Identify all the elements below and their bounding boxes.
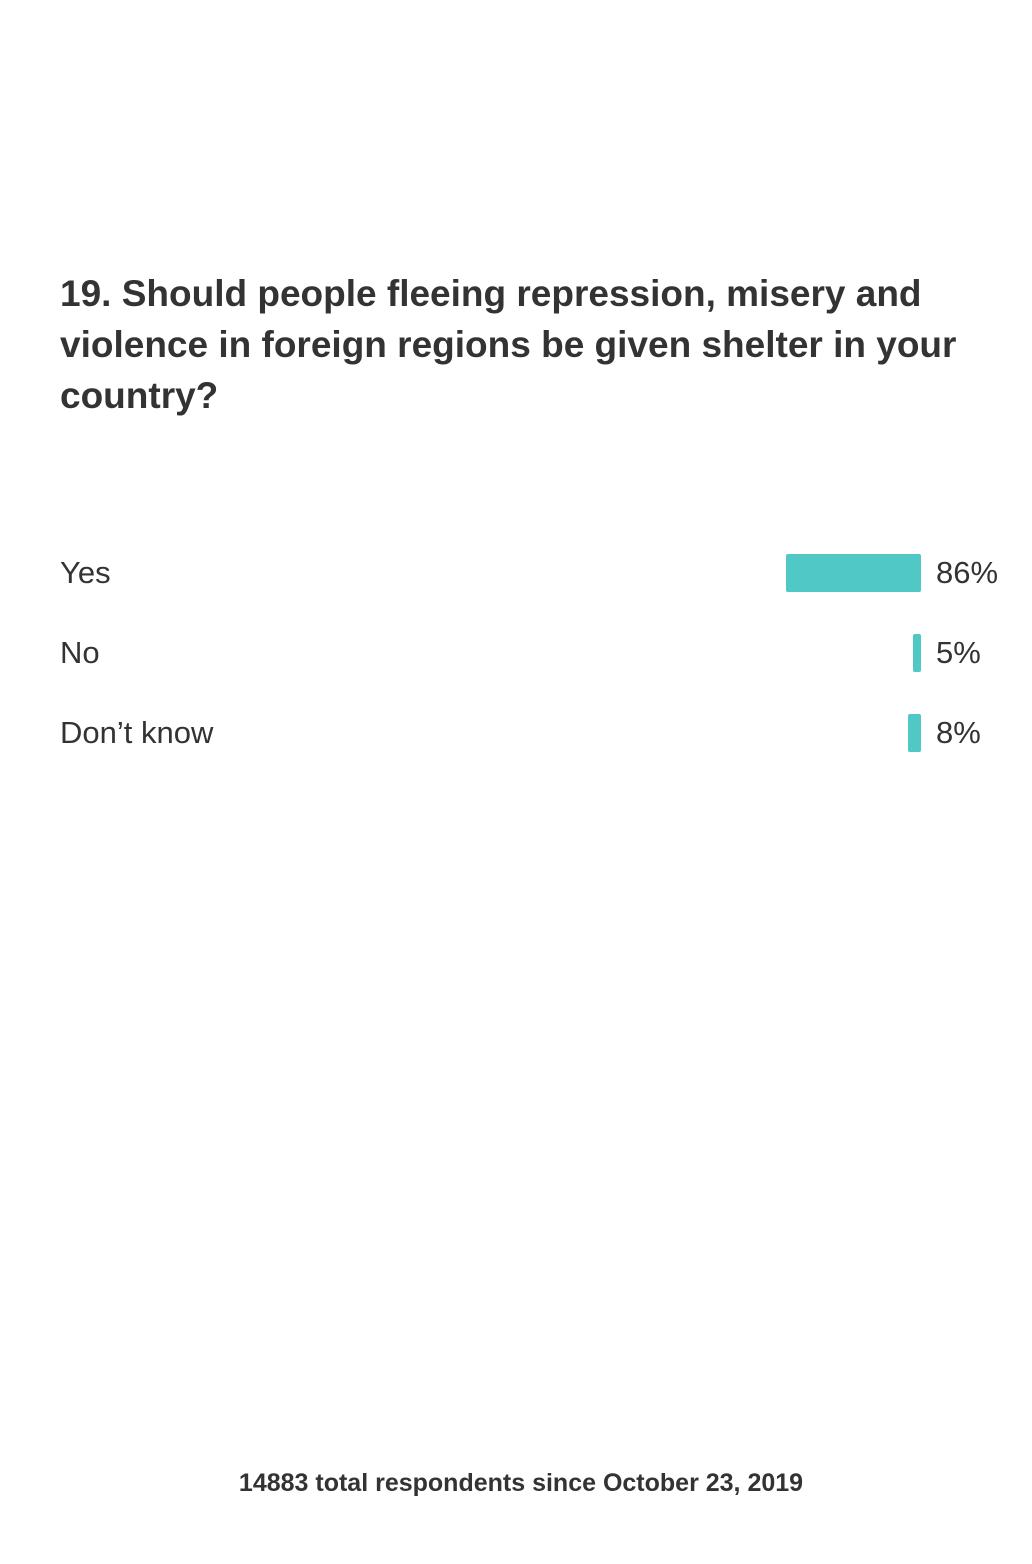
answer-label: Don’t know (60, 715, 214, 750)
answer-label: No (60, 635, 100, 670)
result-row: Don’t know 8% (0, 713, 1032, 753)
percentage-label: 86% (936, 555, 999, 590)
percentage-label: 8% (936, 715, 981, 750)
answer-label: Yes (60, 555, 111, 590)
result-row: Yes 86% (0, 553, 1032, 593)
result-bar (785, 554, 921, 592)
result-bar (908, 714, 921, 752)
result-bar (913, 634, 921, 672)
respondents-footer: 14883 total respondents since October 23… (238, 1469, 804, 1497)
question-title: 19. Should people fleeing repression, mi… (60, 273, 957, 416)
percentage-label: 5% (936, 635, 981, 670)
result-row: No 5% (0, 633, 1032, 673)
